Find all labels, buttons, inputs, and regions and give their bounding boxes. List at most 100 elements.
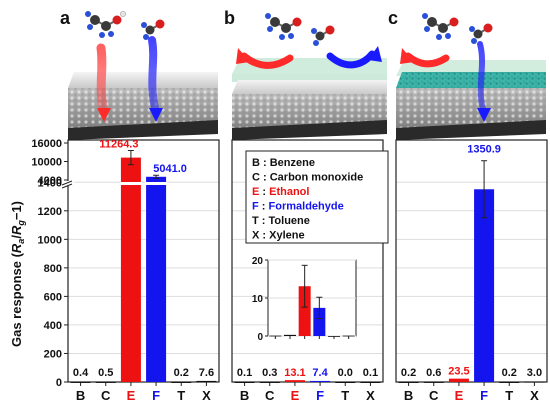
illustration-a <box>68 11 218 140</box>
x-tick-label-F: F <box>152 388 160 403</box>
bar-C <box>423 381 444 383</box>
ethanol-reflect-arrow <box>404 52 450 68</box>
data-label-T: 0.0 <box>338 367 353 379</box>
data-label-C: 0.5 <box>98 367 113 379</box>
data-label-F: 5041.0 <box>153 163 187 175</box>
bar-E <box>284 380 305 382</box>
x-tick-label-B: B <box>240 388 249 403</box>
inset-chart: 0 10 20 <box>252 256 357 343</box>
bar-T <box>499 381 520 383</box>
plot-frame <box>231 139 384 383</box>
x-tick-label-T: T <box>177 388 185 403</box>
y-tick-label: 800 <box>44 263 62 275</box>
x-tick-label-E: E <box>291 388 300 403</box>
axis-break-gap <box>62 181 74 186</box>
y-axis-label: Gas response (Ra/Rg−1) <box>9 201 26 347</box>
data-label-B: 0.2 <box>401 367 416 379</box>
panel-letter-a: a <box>60 8 71 28</box>
x-tick-label-X: X <box>202 388 211 403</box>
axis-break-mark <box>61 183 73 189</box>
inset-y-tick-label: 10 <box>252 294 264 305</box>
panel-letter-c: c <box>388 8 398 28</box>
plot-frame <box>67 139 220 383</box>
bar-X <box>524 381 545 383</box>
ethanol-molecule-icon <box>265 13 302 40</box>
film-top-a <box>68 72 218 88</box>
x-tick-label-X: X <box>366 388 375 403</box>
y-tick-label: 0 <box>56 377 62 389</box>
bar-T <box>335 382 356 383</box>
legend-box <box>245 150 389 244</box>
legend-entry-T: T : Toluene <box>252 215 310 227</box>
x-tick-label-E: E <box>455 388 464 403</box>
data-label-C: 0.3 <box>262 367 277 379</box>
ethanol-path-arrow <box>96 43 109 117</box>
data-label-E: 11264.3 <box>99 139 138 151</box>
bar-break-gap <box>119 182 142 185</box>
legend-entry-X: X : Xylene <box>252 230 305 242</box>
x-tick-label-C: C <box>101 388 111 403</box>
formaldehyde-path-arrow <box>148 36 160 116</box>
x-tick-label-F: F <box>316 388 324 403</box>
data-label-E: 23.5 <box>448 366 469 378</box>
illustration-c <box>396 13 546 140</box>
data-label-T: 0.2 <box>502 367 517 379</box>
legend-entry-E: E : Ethanol <box>252 186 309 198</box>
ethanol-reflect-arrow <box>240 52 294 69</box>
y-tick-label: 1000 <box>38 234 62 246</box>
x-tick-label-C: C <box>429 388 439 403</box>
x-tick-label-X: X <box>530 388 539 403</box>
illustration-b <box>232 13 387 140</box>
bar-E <box>120 157 141 382</box>
axis-break-mark <box>61 180 73 186</box>
data-label-X: 7.6 <box>199 367 214 379</box>
x-tick-label-B: B <box>404 388 413 403</box>
formaldehyde-molecule-icon <box>311 25 335 46</box>
bar-B <box>234 381 255 383</box>
y-tick-label: 1200 <box>38 206 62 218</box>
data-label-E: 13.1 <box>284 367 305 379</box>
bar-X <box>360 381 381 383</box>
x-tick-label-B: B <box>76 388 85 403</box>
x-tick-label-F: F <box>480 388 488 403</box>
data-label-T: 0.2 <box>174 367 189 379</box>
x-tick-label-T: T <box>505 388 513 403</box>
data-label-B: 0.4 <box>73 367 89 379</box>
film-top-b <box>232 80 387 94</box>
inset-bar-C <box>284 334 296 336</box>
ethanol-molecule-icon <box>422 13 459 40</box>
legend-entry-B: B : Benzene <box>252 157 315 169</box>
x-tick-label-T: T <box>341 388 349 403</box>
inset-bar-F <box>313 307 326 336</box>
bar-F <box>146 176 167 382</box>
y-tick-label: 400 <box>44 320 62 332</box>
plot-frame <box>395 139 548 383</box>
y-tick-label: 200 <box>44 348 62 360</box>
bar-X <box>196 380 217 382</box>
bar-break-gap <box>145 182 168 185</box>
y-tick-label: 16000 <box>31 138 62 150</box>
bar-F <box>474 189 495 382</box>
x-tick-label-C: C <box>265 388 275 403</box>
formaldehyde-path-arrow <box>477 41 487 115</box>
data-label-C: 0.6 <box>426 367 441 379</box>
y-tick-label: 4000 <box>38 175 62 187</box>
inset-y-tick-label: 20 <box>252 256 264 267</box>
data-label-X: 3.0 <box>527 367 542 379</box>
inset-bar-E <box>298 286 311 336</box>
y-tick-label: 10000 <box>31 157 62 169</box>
x-tick-label-E: E <box>127 388 136 403</box>
y-tick-label: 1400 <box>38 177 62 189</box>
data-label-B: 0.1 <box>237 367 252 379</box>
data-label-F: 1350.9 <box>467 144 501 156</box>
formaldehyde-molecule-icon <box>141 19 165 40</box>
legend-entry-F: F : Formaldehyde <box>252 201 344 213</box>
bar-F <box>310 380 331 382</box>
ethanol-molecule-icon <box>85 11 126 38</box>
panel-letter-b: b <box>224 8 235 28</box>
bar-E <box>448 378 469 382</box>
formaldehyde-reflect-arrow <box>326 50 376 69</box>
formaldehyde-molecule-icon <box>469 23 493 44</box>
